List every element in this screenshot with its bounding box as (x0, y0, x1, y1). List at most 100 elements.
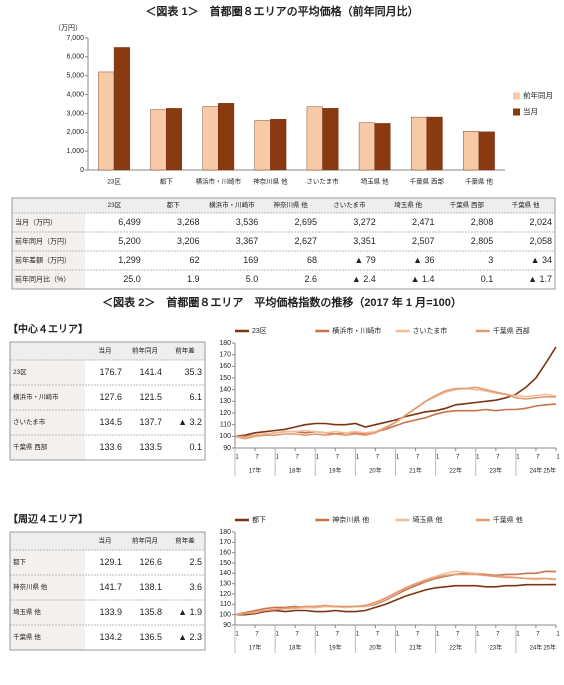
table-header: 前年差 (175, 536, 195, 545)
table-label-bg (12, 213, 85, 232)
year-label: 24年 (530, 467, 543, 475)
table-header: 神奈川県 他 (273, 200, 308, 209)
y-tick-label: 5,000 (66, 73, 84, 80)
legend-label: 前年同月 (523, 90, 553, 100)
bar (113, 47, 130, 171)
x-tick-label: 神奈川県 他 (253, 177, 288, 186)
y-tick-label: 100 (219, 433, 231, 440)
table-header: 千葉県 西部 (450, 200, 485, 209)
x-tick-label: 1 (275, 455, 279, 461)
x-tick-label: 7 (336, 455, 340, 461)
x-tick-label: 7 (456, 632, 460, 638)
table-row-label: 前年同月比（%） (15, 274, 70, 283)
table-row-label: さいたま市 (13, 417, 46, 426)
legend-label: 神奈川県 他 (332, 515, 369, 524)
table-cell: 134.2 (99, 632, 122, 642)
table-cell: 25.0 (123, 274, 141, 284)
y-tick-label: 110 (220, 422, 231, 429)
x-tick-label: 1 (476, 455, 480, 461)
table-header: 前年差 (175, 346, 195, 355)
y-tick-label: 140 (219, 387, 231, 394)
figure1-title: ＜図表 1＞ 首都圏８エリアの平均価格（前年同月比） (145, 4, 418, 18)
table-cell: ▲ 1.4 (411, 274, 435, 284)
table-cell: ▲ 1.7 (528, 274, 552, 284)
y-tick-label: 120 (219, 591, 231, 598)
year-label: 22年 (449, 467, 462, 475)
bar (202, 106, 219, 171)
x-tick-label: さいたま市 (306, 177, 339, 186)
y-tick-label: 0 (80, 167, 84, 174)
table-label-bg (12, 232, 85, 251)
x-tick-label: 1 (275, 632, 279, 638)
bar (306, 106, 323, 171)
bar (478, 131, 495, 171)
table-cell: 141.7 (99, 582, 122, 592)
table-cell: 2,808 (471, 217, 494, 227)
table-cell: 0.1 (189, 442, 202, 452)
y-tick-label: 170 (219, 352, 231, 359)
table-cell: 0.1 (481, 274, 494, 284)
table-cell: 135.8 (139, 607, 162, 617)
x-tick-label: 7 (336, 632, 340, 638)
table-label-bg (10, 410, 85, 435)
x-tick-label: 7 (416, 632, 420, 638)
table-header: 前年同月 (132, 346, 158, 355)
x-tick-label: 1 (316, 455, 320, 461)
legend-label: 千葉県 他 (493, 515, 523, 524)
x-tick-label: 1 (235, 632, 239, 638)
year-label: 23年 (489, 467, 502, 475)
y-tick-label: 90 (223, 622, 231, 629)
year-label: 19年 (329, 644, 342, 652)
year-label: 25年 (543, 467, 556, 475)
x-tick-label: 7 (296, 455, 300, 461)
year-label: 21年 (409, 467, 422, 475)
legend-label: さいたま市 (413, 326, 448, 335)
x-tick-label: 千葉県 西部 (410, 177, 445, 186)
table-cell: 1.9 (187, 274, 200, 284)
table-cell: 133.5 (139, 442, 162, 452)
year-label: 18年 (289, 467, 302, 475)
table-cell: 127.6 (99, 392, 122, 402)
y-tick-label: 150 (219, 560, 231, 567)
x-tick-label: 1 (396, 455, 400, 461)
table-row-label: 神奈川県 他 (13, 582, 48, 591)
bar (98, 71, 115, 171)
x-tick-label: 埼玉県 他 (361, 177, 389, 186)
table-cell: 3,272 (353, 217, 376, 227)
y-tick-label: 160 (219, 363, 231, 370)
bar (463, 130, 480, 171)
table-cell: 3 (488, 255, 493, 265)
x-tick-label: 1 (436, 455, 440, 461)
table-label-bg (12, 251, 85, 270)
x-tick-label: 横浜市・川崎市 (196, 177, 242, 186)
bar (218, 103, 235, 171)
year-label: 18年 (289, 644, 302, 652)
table-row-label: 当月（万円） (15, 217, 57, 226)
bar (165, 108, 183, 171)
table-header-bg (10, 342, 205, 360)
year-label: 17年 (249, 644, 262, 652)
bar (358, 122, 375, 171)
y-tick-label: 150 (219, 375, 231, 382)
table-cell: 6,499 (118, 217, 141, 227)
x-tick-label: 1 (516, 632, 520, 638)
x-tick-label: 1 (476, 632, 480, 638)
bar (426, 116, 443, 171)
table-row-label: 23区 (13, 368, 27, 376)
bar (270, 118, 287, 171)
table-cell: 6.1 (189, 392, 202, 402)
table-label-bg (10, 625, 85, 650)
figure2-title: ＜図表 2＞ 首都圏８エリア 平均価格指数の推移（2017 年 1 月=100） (102, 295, 462, 309)
table-cell: 2,471 (412, 217, 435, 227)
table-cell: 141.4 (139, 367, 162, 377)
legend-label: 23区 (252, 327, 267, 335)
table-cell: 3,351 (353, 236, 376, 246)
table-cell: ▲ 79 (354, 255, 375, 265)
legend-label: 横浜市・川崎市 (332, 326, 381, 335)
table-cell: 3,268 (177, 217, 200, 227)
x-tick-label: 1 (436, 632, 440, 638)
series-line (234, 346, 557, 438)
table-frame (11, 197, 556, 290)
table-header: 前年同月 (132, 536, 158, 545)
x-tick-label: 1 (316, 632, 320, 638)
